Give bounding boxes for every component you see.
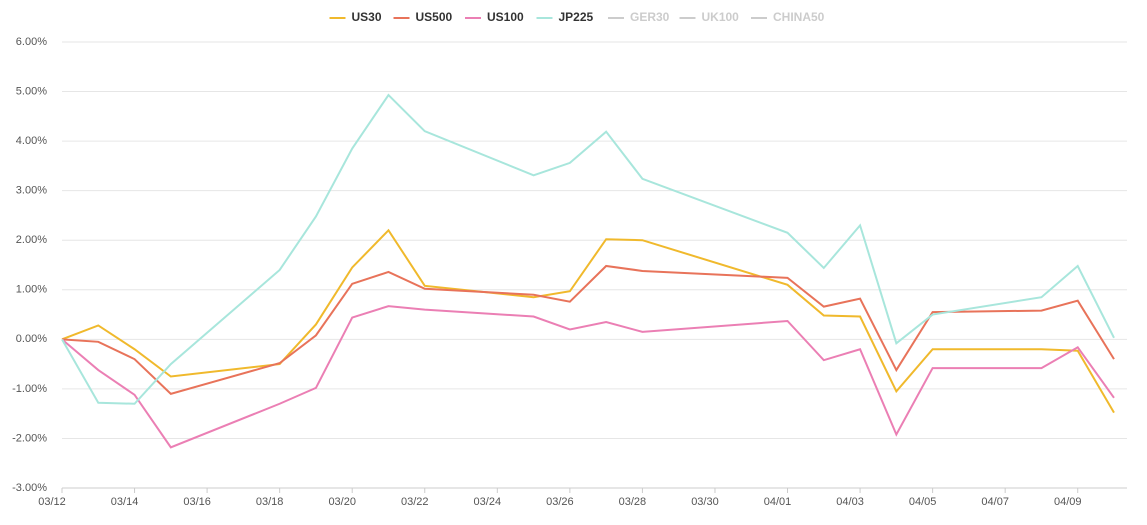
x-tick-label: 03/14 bbox=[111, 496, 139, 508]
x-tick-label: 04/01 bbox=[764, 496, 792, 508]
x-tick-label: 04/03 bbox=[836, 496, 864, 508]
x-tick-label: 03/26 bbox=[546, 496, 574, 508]
y-tick-label: 0.00% bbox=[16, 333, 47, 345]
series-line bbox=[61, 93, 1115, 405]
y-tick-label: -3.00% bbox=[12, 482, 47, 494]
series-line bbox=[61, 228, 1115, 414]
legend-label[interactable]: UK100 bbox=[702, 10, 740, 24]
legend-label[interactable]: GER30 bbox=[630, 10, 670, 24]
x-tick-label: 03/22 bbox=[401, 496, 429, 508]
legend-label[interactable]: US100 bbox=[487, 10, 524, 24]
legend-label[interactable]: JP225 bbox=[559, 10, 594, 24]
x-tick-label: 03/12 bbox=[38, 496, 66, 508]
y-tick-label: 3.00% bbox=[16, 185, 47, 197]
y-tick-label: 1.00% bbox=[16, 284, 47, 296]
x-tick-label: 04/05 bbox=[909, 496, 937, 508]
series-line bbox=[61, 305, 1115, 449]
legend-label[interactable]: US500 bbox=[416, 10, 453, 24]
y-tick-label: -2.00% bbox=[12, 432, 47, 444]
x-tick-label: 03/28 bbox=[619, 496, 647, 508]
x-tick-label: 03/20 bbox=[328, 496, 356, 508]
y-tick-label: -1.00% bbox=[12, 383, 47, 395]
legend-label[interactable]: CHINA50 bbox=[773, 10, 825, 24]
y-tick-label: 5.00% bbox=[16, 85, 47, 97]
series-line bbox=[61, 264, 1115, 395]
x-tick-label: 03/24 bbox=[474, 496, 502, 508]
y-tick-label: 4.00% bbox=[16, 135, 47, 147]
x-tick-label: 04/07 bbox=[981, 496, 1009, 508]
x-tick-label: 03/18 bbox=[256, 496, 284, 508]
legend-label[interactable]: US30 bbox=[352, 10, 382, 24]
x-tick-label: 03/30 bbox=[691, 496, 719, 508]
y-tick-label: 6.00% bbox=[16, 36, 47, 48]
y-tick-label: 2.00% bbox=[16, 234, 47, 246]
x-tick-label: 04/09 bbox=[1054, 496, 1082, 508]
x-tick-label: 03/16 bbox=[183, 496, 211, 508]
